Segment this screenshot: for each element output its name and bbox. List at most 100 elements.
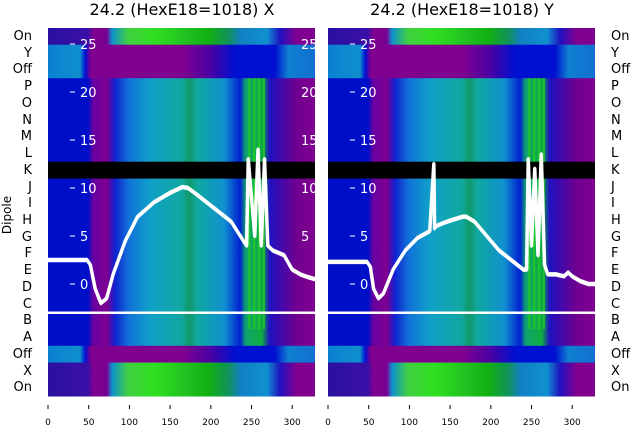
heatmap-row-on — [328, 379, 595, 397]
x-tick-label: 0 — [325, 418, 331, 428]
overlay-tick-label: 25 — [80, 38, 97, 53]
row-label: A — [611, 330, 620, 346]
heatmap-row-b — [328, 312, 595, 330]
overlay-tick-label-clipped: 15 — [301, 134, 318, 149]
overlay-tick-label: 0 — [360, 278, 368, 293]
heatmap-row-off — [328, 61, 595, 79]
row-label: J — [611, 179, 615, 195]
overlay-tick-label-clipped: 10 — [301, 182, 318, 197]
row-label: Off — [12, 62, 32, 78]
row-label: N — [22, 112, 32, 128]
row-label: I — [28, 196, 32, 212]
x-tick-label: 200 — [482, 418, 499, 428]
overlay-tick-label: 10 — [360, 182, 377, 197]
row-label: Y — [611, 45, 619, 61]
x-tick-label: 150 — [162, 418, 179, 428]
row-label: M — [20, 129, 32, 145]
heatmap-row-x — [48, 362, 315, 380]
row-label: On — [13, 29, 32, 44]
x-tick-label: 50 — [83, 418, 95, 428]
overlay-tick-label-clipped: 5 — [301, 230, 309, 245]
heatmap-row-on — [48, 379, 315, 397]
heatmap-row-n — [328, 111, 595, 129]
row-label: On — [611, 29, 630, 44]
row-label: F — [24, 246, 32, 262]
row-label: L — [24, 146, 32, 162]
row-label: O — [21, 95, 32, 111]
left-chart-title: 24.2 (HexE18=1018) X — [89, 0, 275, 19]
heatmap-row-off — [328, 345, 595, 364]
row-label: P — [24, 79, 32, 95]
overlay-tick-label-clipped: 25 — [301, 38, 318, 53]
row-label: N — [611, 112, 621, 128]
row-label: K — [23, 162, 32, 178]
x-tick-label: 250 — [243, 418, 260, 428]
row-label: B — [611, 313, 620, 329]
row-label: D — [21, 279, 32, 295]
y-axis-label: Dipole — [0, 195, 15, 235]
row-label: P — [611, 79, 619, 95]
row-label: X — [611, 363, 620, 379]
x-tick-label: 0 — [45, 418, 51, 428]
row-label: X — [23, 363, 32, 379]
x-tick-label: 300 — [284, 418, 301, 428]
overlay-tick-label: 0 — [80, 278, 88, 293]
heatmap-row-on — [328, 28, 595, 46]
heatmap-row-i — [48, 195, 315, 213]
row-label: A — [23, 330, 32, 346]
row-label: O — [611, 95, 622, 111]
overlay-tick-label-clipped: 20 — [301, 86, 318, 101]
masked-row — [48, 161, 315, 179]
overlay-tick-label: 10 — [80, 182, 97, 197]
row-label: C — [611, 296, 621, 312]
overlay-tick-label: 20 — [80, 86, 97, 101]
heatmap-row-y — [328, 44, 595, 62]
heatmap-row-off — [48, 61, 315, 79]
row-label: J — [28, 179, 32, 195]
stripe — [253, 78, 256, 330]
row-label: G — [21, 229, 32, 245]
heatmap-row-h — [48, 212, 315, 230]
heatmap-row-e — [48, 262, 315, 280]
x-tick-label: 50 — [363, 418, 375, 428]
heatmap-row-y — [48, 44, 315, 62]
row-label: E — [611, 263, 620, 279]
heatmap-row-f — [328, 245, 595, 263]
overlay-tick-label: 5 — [360, 230, 368, 245]
heatmap-row-b — [48, 312, 315, 330]
x-tick-label: 300 — [564, 418, 581, 428]
row-label: H — [611, 213, 621, 228]
row-label: I — [611, 196, 615, 212]
heatmap-row-a — [48, 329, 315, 347]
overlay-tick-label: 5 — [80, 230, 88, 245]
row-label: M — [611, 129, 623, 145]
x-tick-label: 100 — [401, 418, 418, 428]
row-label: Off — [12, 346, 32, 362]
overlay-tick-label: 15 — [80, 134, 97, 149]
row-label: On — [611, 380, 630, 396]
row-label: L — [611, 146, 619, 162]
heatmap-row-h — [328, 212, 595, 230]
heatmap-row-on — [48, 28, 315, 46]
overlay-line — [328, 152, 595, 298]
heatmap-row-x — [328, 362, 595, 380]
heatmap-row-c — [328, 295, 595, 313]
overlay-line — [48, 147, 316, 303]
heatmap-row-n — [48, 111, 315, 129]
right-chart-title: 24.2 (HexE18=1018) Y — [370, 0, 554, 19]
x-tick-label: 200 — [202, 418, 219, 428]
overlay-line — [328, 155, 595, 301]
heatmap-row-i — [328, 195, 595, 213]
heatmap-row-a — [328, 329, 595, 347]
overlay-tick-label: 15 — [360, 134, 377, 149]
x-tick-label: 100 — [121, 418, 138, 428]
row-label: Y — [24, 45, 32, 61]
panel-gap — [315, 20, 328, 400]
row-label: On — [13, 380, 32, 396]
row-label: B — [23, 313, 32, 329]
row-label: F — [611, 246, 619, 262]
row-label: E — [23, 263, 32, 279]
masked-row — [328, 161, 595, 179]
row-label: G — [611, 229, 622, 245]
overlay-line — [48, 150, 316, 306]
